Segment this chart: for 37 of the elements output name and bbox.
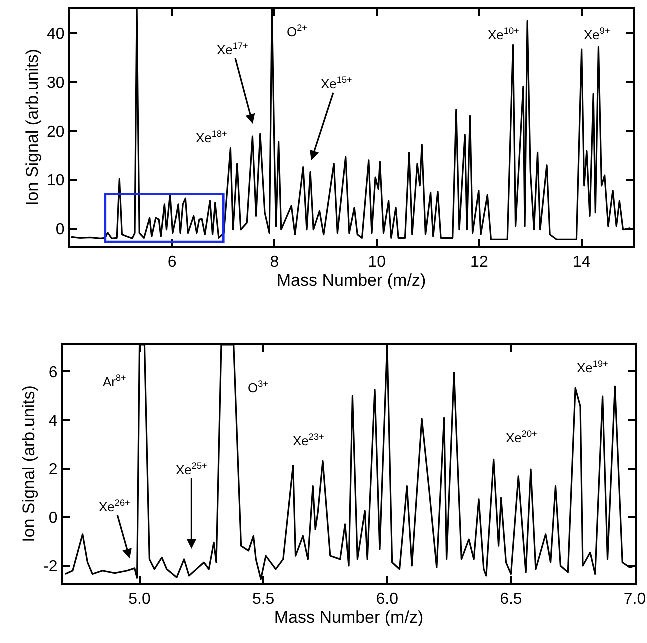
annotation: Xe$^{17+}$ bbox=[217, 41, 248, 58]
y-tick-label: 20 bbox=[47, 124, 65, 141]
y-tick-label: 6 bbox=[48, 364, 58, 382]
x-tick-label: 5.5 bbox=[252, 591, 275, 608]
annotation: Ar$^{8+}$ bbox=[103, 373, 126, 390]
x-tick-label: 10 bbox=[368, 254, 386, 272]
annotation: Xe$^{25+}$ bbox=[176, 461, 208, 478]
annotation: Xe$^{19+}$ bbox=[577, 359, 608, 376]
x-axis-title: Mass Number (m/z) bbox=[276, 271, 426, 290]
annotation: Xe$^{10+}$ bbox=[488, 26, 520, 42]
annotation: O$^{2+}$ bbox=[287, 23, 308, 40]
x-tick-label: 6 bbox=[168, 254, 177, 272]
y-axis-title: Ion Signal (arb.units) bbox=[23, 49, 42, 206]
annotation: Xe$^{15+}$ bbox=[321, 75, 352, 92]
y-tick-label: 30 bbox=[47, 74, 65, 92]
x-tick-label: 14 bbox=[572, 254, 591, 272]
y-tick-label: -2 bbox=[44, 558, 58, 576]
annotation: Xe$^{20+}$ bbox=[506, 429, 538, 446]
y-tick-label: 4 bbox=[48, 412, 58, 430]
annotation: Xe$^{26+}$ bbox=[99, 498, 130, 514]
y-tick-label: 2 bbox=[48, 461, 58, 478]
annotation: Xe$^{9+}$ bbox=[584, 26, 610, 42]
x-tick-label: 6.0 bbox=[376, 591, 399, 608]
y-axis-title: Ion Signal (arb.units) bbox=[20, 386, 39, 542]
annotation: Xe$^{23+}$ bbox=[293, 432, 324, 448]
x-tick-label: 12 bbox=[470, 254, 488, 272]
y-tick-label: 40 bbox=[47, 26, 65, 44]
x-axis-title: Mass Number (m/z) bbox=[274, 608, 424, 628]
x-tick-label: 8 bbox=[270, 254, 280, 272]
annotation: O$^{3+}$ bbox=[248, 379, 268, 396]
y-tick-label: 0 bbox=[48, 510, 58, 528]
y-tick-label: 0 bbox=[56, 222, 65, 238]
annotation: Xe$^{18+}$ bbox=[196, 129, 228, 146]
x-tick-label: 5.0 bbox=[128, 591, 151, 608]
x-tick-label: 7.0 bbox=[624, 591, 646, 608]
x-tick-label: 6.5 bbox=[500, 591, 522, 608]
y-tick-label: 10 bbox=[47, 172, 65, 190]
